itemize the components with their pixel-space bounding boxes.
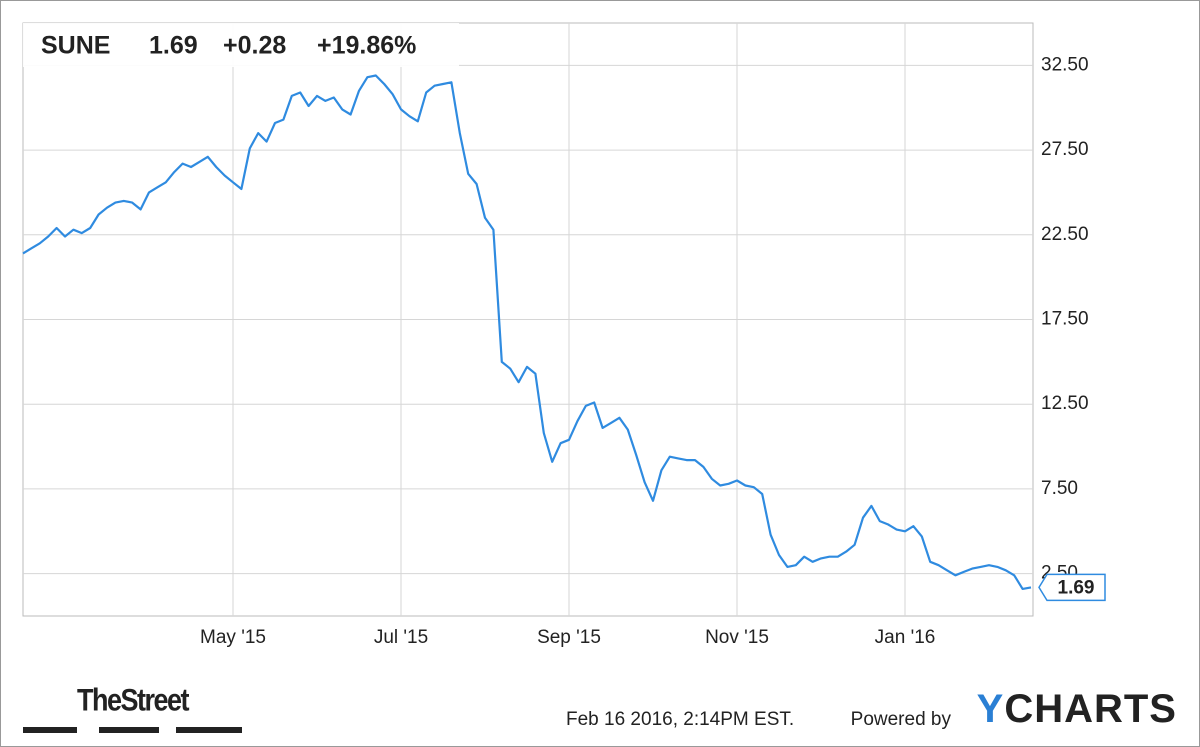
x-tick-label: Jul '15 <box>374 627 428 648</box>
change: +0.28 <box>223 32 286 60</box>
y-tick-label: 27.50 <box>1041 139 1089 160</box>
price: 1.69 <box>149 32 198 60</box>
price-line <box>22 74 1032 590</box>
change-percent: +19.86% <box>317 32 416 60</box>
logo-bar <box>176 727 242 733</box>
timestamp: Feb 16 2016, 2:14PM EST. <box>566 709 795 730</box>
x-tick-label: Jan '16 <box>875 627 936 648</box>
grid <box>23 23 1033 616</box>
y-tick-label: 22.50 <box>1041 224 1089 245</box>
x-tick-label: Sep '15 <box>537 627 601 648</box>
y-tick-label: 12.50 <box>1041 393 1089 414</box>
symbol: SUNE <box>41 32 110 60</box>
publisher-logo: TheStreet <box>77 682 190 718</box>
y-tick-label: 17.50 <box>1041 309 1089 330</box>
logo-bar <box>23 727 77 733</box>
y-tick-label: 32.50 <box>1041 54 1089 75</box>
last-value-label: 1.69 <box>1058 577 1095 598</box>
logo-bar <box>99 727 159 733</box>
y-tick-label: 7.50 <box>1041 478 1078 499</box>
last-value-box <box>1038 573 1106 602</box>
x-tick-label: Nov '15 <box>705 627 769 648</box>
powered-by: Powered by <box>850 709 951 730</box>
header-box <box>23 23 459 67</box>
x-tick-label: May '15 <box>200 627 266 648</box>
series <box>22 74 1032 590</box>
brand-logo: YCHARTS <box>976 687 1177 731</box>
